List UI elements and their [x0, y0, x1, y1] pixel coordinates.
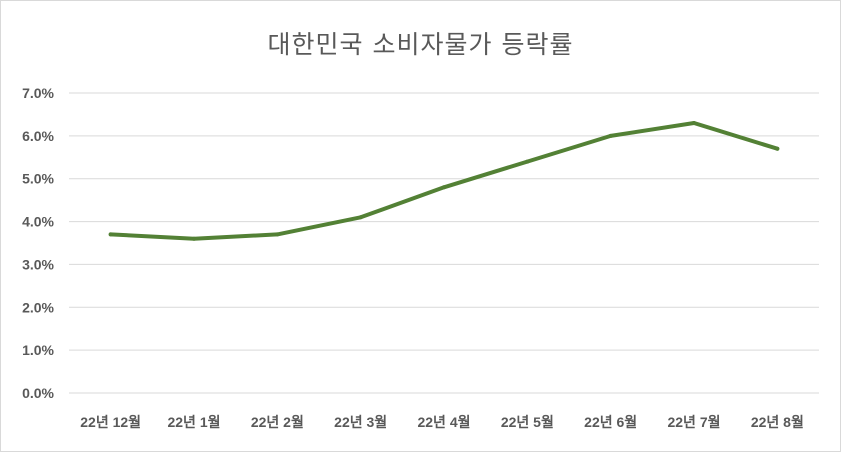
- y-tick-label: 5.0%: [22, 171, 54, 187]
- data-point: [692, 121, 696, 125]
- y-axis-labels: 0.0% 1.0% 2.0% 3.0% 4.0% 5.0% 6.0% 7.0%: [22, 85, 54, 401]
- x-axis-labels: 22년 12월 22년 1월 22년 2월 22년 3월 22년 4월 22년 5월 22년…: [80, 414, 804, 430]
- x-tick-label: 22년 3월: [334, 414, 387, 430]
- x-tick-label: 22년 4월: [417, 414, 470, 430]
- x-tick-label: 22년 6월: [584, 414, 637, 430]
- data-point: [525, 159, 530, 164]
- y-tick-label: 6.0%: [22, 128, 54, 144]
- y-tick-label: 2.0%: [22, 299, 54, 315]
- data-point: [608, 133, 613, 138]
- x-tick-label: 22년 8월: [751, 414, 804, 430]
- x-tick-label: 22년 2월: [251, 414, 304, 430]
- gridlines: [69, 92, 819, 394]
- data-point: [442, 185, 446, 190]
- x-tick-label: 22년 7월: [667, 414, 720, 430]
- chart-title: 대한민국 소비자물가 등락률: [267, 30, 574, 59]
- y-tick-label: 3.0%: [22, 256, 54, 272]
- y-tick-label: 7.0%: [22, 85, 54, 101]
- y-tick-label: 4.0%: [22, 214, 54, 230]
- x-tick-label: 22년 12월: [80, 414, 141, 430]
- x-tick-label: 22년 5월: [501, 414, 554, 430]
- data-point: [108, 232, 113, 237]
- y-tick-label: 0.0%: [22, 385, 54, 401]
- data-point: [358, 215, 363, 220]
- x-tick-label: 22년 1월: [167, 414, 220, 430]
- series-group: [108, 121, 780, 241]
- data-point: [775, 146, 780, 151]
- data-point: [192, 236, 196, 241]
- y-tick-label: 1.0%: [22, 342, 54, 358]
- data-point: [275, 232, 280, 237]
